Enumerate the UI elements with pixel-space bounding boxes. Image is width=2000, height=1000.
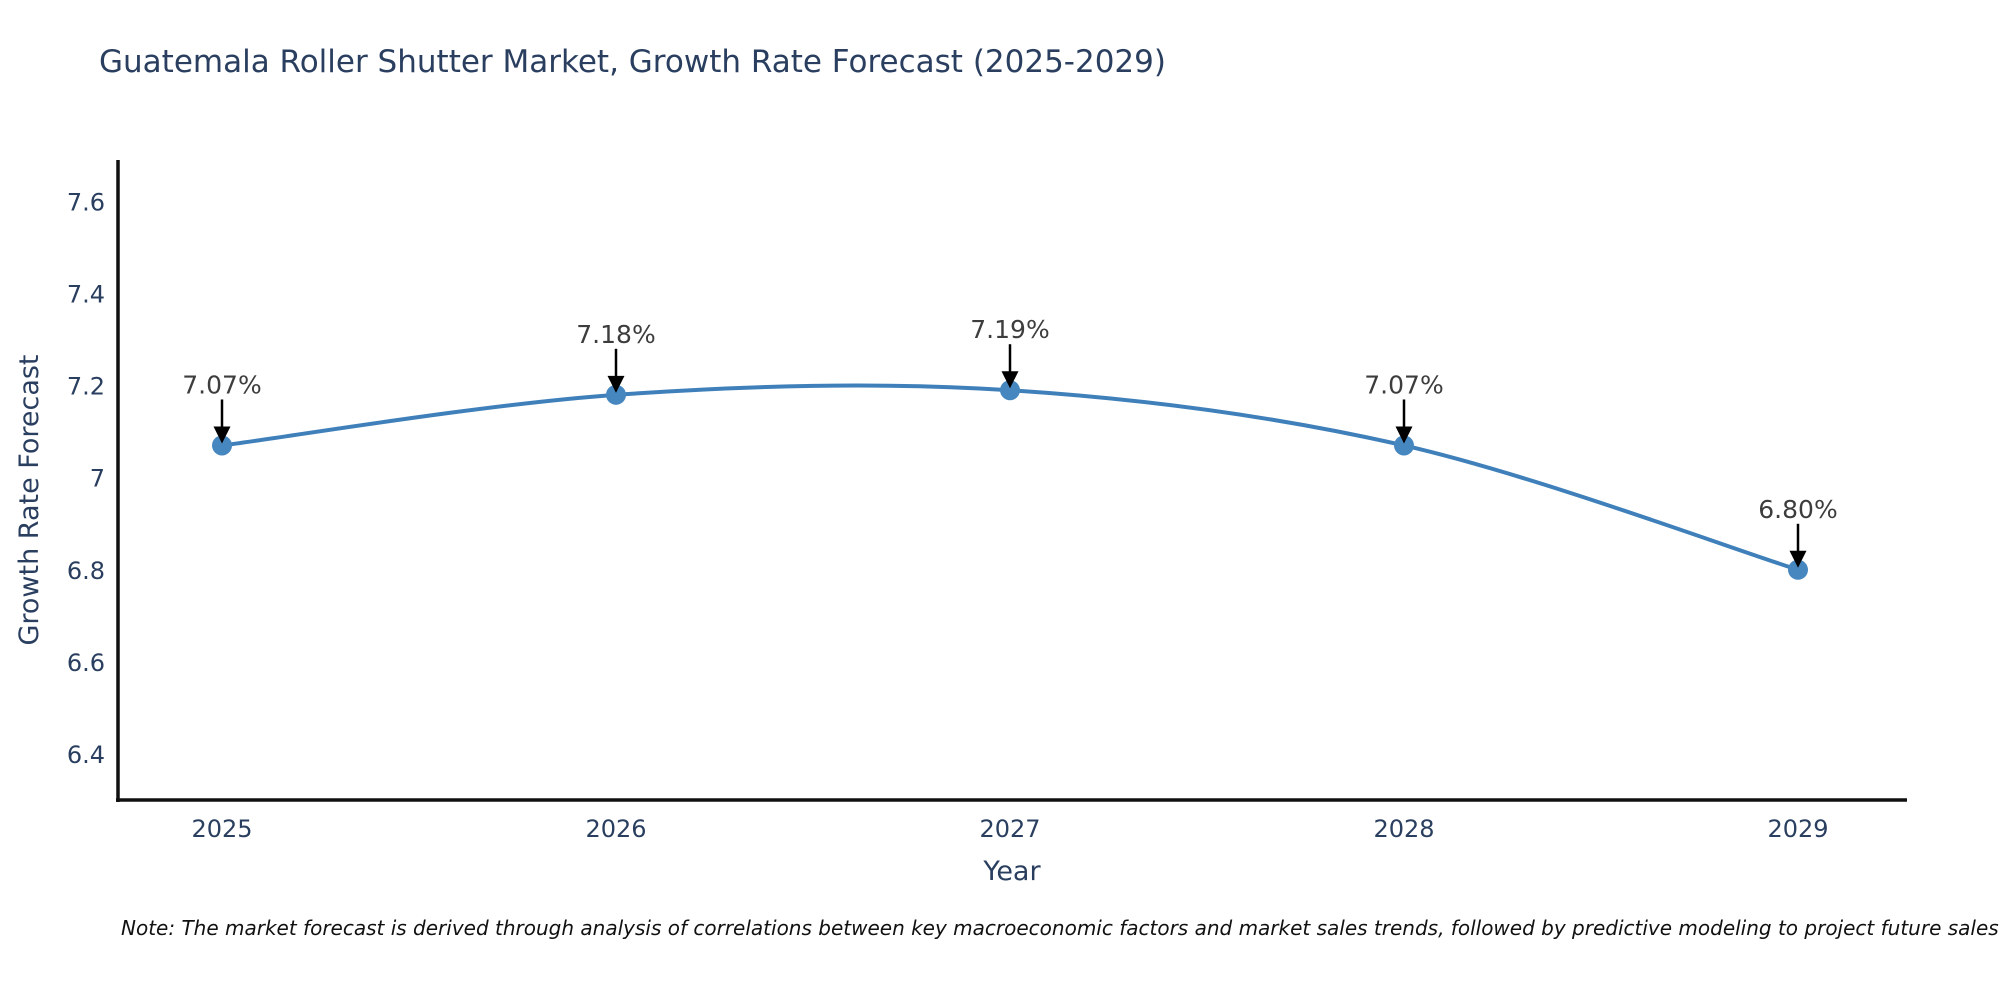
y-tick-label: 6.8 bbox=[67, 557, 105, 585]
data-point-marker bbox=[1788, 559, 1808, 580]
data-point-marker bbox=[606, 384, 626, 405]
annotation-arrow-head bbox=[1001, 371, 1019, 389]
y-tick-label: 6.6 bbox=[67, 649, 105, 677]
data-point-marker bbox=[1000, 380, 1020, 401]
y-tick-label: 7.6 bbox=[67, 188, 105, 216]
data-point-marker bbox=[1394, 435, 1414, 456]
y-tick-label: 6.4 bbox=[67, 741, 105, 769]
y-tick-label: 7.2 bbox=[67, 373, 105, 401]
x-tick-label: 2029 bbox=[1767, 815, 1828, 843]
x-tick-label: 2028 bbox=[1373, 815, 1434, 843]
annotation-label: 7.19% bbox=[970, 315, 1049, 344]
annotation-arrow-head bbox=[1789, 550, 1807, 568]
annotation-label: 6.80% bbox=[1758, 495, 1837, 524]
data-point-marker bbox=[212, 435, 232, 456]
plot-svg: 7.07% 7.18% 7.19% 7.07% 6.80% 6.4 6.6 6.8 7 7.2 7.… bbox=[67, 160, 1907, 843]
footnote: Note: The market forecast is derived thr… bbox=[121, 916, 1999, 940]
x-tick-label: 2027 bbox=[979, 815, 1040, 843]
annotation-arrow-head bbox=[607, 375, 625, 393]
chart-title: Guatemala Roller Shutter Market, Growth … bbox=[99, 44, 1166, 80]
annotation-label: 7.07% bbox=[182, 370, 261, 399]
annotation-arrow-head bbox=[213, 426, 231, 444]
x-tick-label: 2026 bbox=[585, 815, 646, 843]
y-tick-label: 7.4 bbox=[67, 281, 105, 309]
annotation-label: 7.18% bbox=[576, 320, 655, 349]
trend-line bbox=[220, 383, 1800, 572]
annotation-arrow-head bbox=[1395, 426, 1413, 444]
x-axis-title: Year bbox=[983, 856, 1041, 887]
x-tick-label: 2025 bbox=[191, 815, 252, 843]
y-tick-label: 7 bbox=[90, 465, 105, 493]
annotation-label: 7.07% bbox=[1364, 370, 1443, 399]
